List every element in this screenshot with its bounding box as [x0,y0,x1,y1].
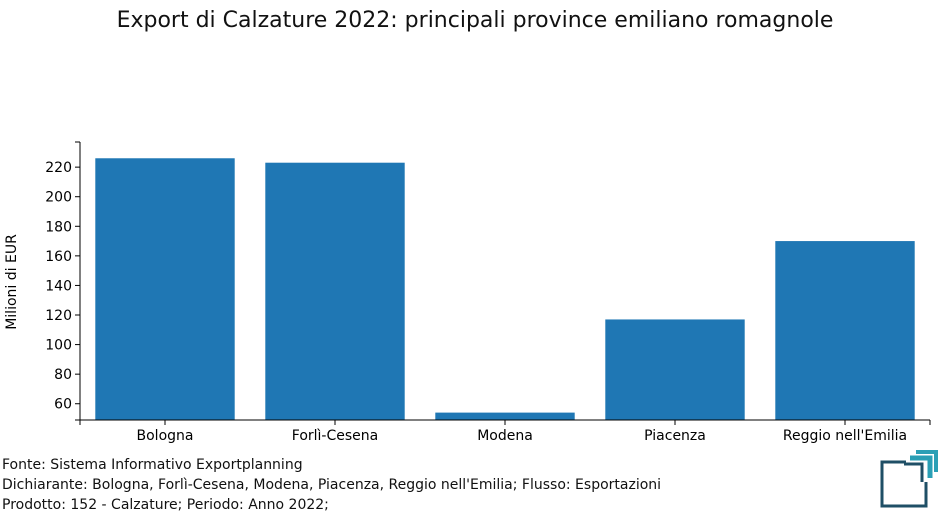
footer-declarant: Dichiarante: Bologna, Forlì-Cesena, Mode… [2,477,662,493]
bar-piacenza [605,319,745,420]
y-axis-label: Milioni di EUR [4,234,20,330]
x-tick-label: Piacenza [644,428,706,444]
bar-bologna [95,158,235,420]
x-ticks-group: Bologna Forlì-Cesena Modena Piacenza Reggio … [79,420,931,444]
y-tick-label: 200 [45,190,72,206]
y-tick-label: 100 [45,338,72,354]
y-tick-label: 80 [54,367,72,383]
y-tick-label: 60 [54,397,72,413]
bar-modena [435,412,575,420]
bar-forl-cesena [265,162,405,420]
chart-title: Export di Calzature 2022: principali pro… [116,8,834,33]
footer-product: Prodotto: 152 - Calzature; Periodo: Anno… [2,497,329,513]
bar-chart: 60 80 100 120 140 160 180 200 220 Bologna Forlì-C… [4,141,931,444]
chart-footer: Fonte: Sistema Informativo Exportplannin… [2,455,661,515]
x-tick-label: Bologna [137,428,194,444]
y-tick-label: 180 [45,219,72,235]
x-tick-label: Reggio nell'Emilia [783,428,907,444]
y-ticks-group: 60 80 100 120 140 160 180 200 220 [45,141,80,421]
y-tick-label: 160 [45,249,72,265]
x-tick-label: Modena [477,428,533,444]
exportplanning-logo-icon [880,450,938,508]
y-tick-label: 220 [45,160,72,176]
bars-group [95,158,915,420]
y-tick-label: 120 [45,308,72,324]
footer-source: Fonte: Sistema Informativo Exportplannin… [2,457,303,473]
bar-reggio-nell-emilia [775,241,915,420]
x-tick-label: Forlì-Cesena [292,428,378,444]
y-tick-label: 140 [45,278,72,294]
